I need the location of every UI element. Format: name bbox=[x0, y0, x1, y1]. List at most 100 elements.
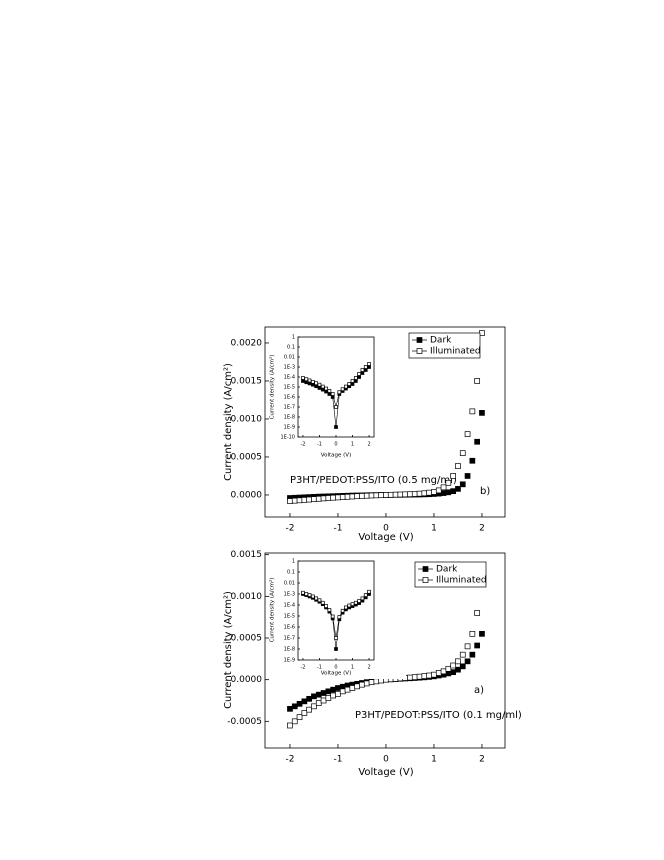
marker bbox=[339, 688, 346, 695]
marker bbox=[315, 495, 322, 502]
marker bbox=[450, 488, 457, 495]
x-tick-label: -1 bbox=[317, 665, 322, 671]
marker bbox=[335, 690, 341, 697]
marker bbox=[301, 379, 305, 383]
y-tick-label: 0.0000 bbox=[231, 675, 263, 685]
marker bbox=[314, 596, 319, 601]
marker bbox=[304, 377, 309, 382]
marker bbox=[387, 491, 394, 498]
plot-frame bbox=[264, 552, 506, 749]
marker bbox=[363, 368, 368, 372]
x-tick-label: 2 bbox=[479, 755, 485, 765]
marker bbox=[368, 492, 375, 499]
marker bbox=[327, 608, 332, 612]
marker bbox=[291, 497, 298, 504]
marker bbox=[350, 382, 355, 386]
marker bbox=[416, 337, 423, 343]
marker bbox=[311, 693, 317, 700]
x-tick-label: 0 bbox=[334, 442, 337, 448]
marker bbox=[320, 600, 325, 605]
y-tick-label: 1E-8 bbox=[284, 647, 295, 653]
x-tick-label: 0 bbox=[383, 755, 389, 765]
inset-background bbox=[281, 555, 406, 679]
marker bbox=[307, 381, 312, 386]
inset-background bbox=[279, 331, 404, 462]
y-tick-label: 1E-4 bbox=[284, 603, 295, 609]
x-tick-label: -2 bbox=[300, 665, 305, 671]
marker bbox=[334, 636, 338, 640]
marker bbox=[315, 691, 322, 698]
marker bbox=[330, 686, 337, 693]
y-tick-label: 0.0015 bbox=[231, 376, 263, 386]
marker bbox=[469, 408, 476, 415]
marker bbox=[357, 372, 361, 376]
y-tick-label: 1E-3 bbox=[284, 365, 295, 371]
marker bbox=[320, 387, 325, 392]
marker bbox=[360, 371, 365, 375]
marker bbox=[306, 695, 313, 702]
y-tick-label: 1 bbox=[292, 559, 295, 565]
marker bbox=[464, 431, 471, 438]
marker bbox=[354, 493, 361, 500]
marker bbox=[315, 700, 322, 706]
x-axis-label: Voltage (V) bbox=[321, 453, 351, 459]
marker bbox=[402, 491, 409, 498]
marker bbox=[291, 718, 298, 725]
marker bbox=[459, 450, 466, 457]
marker bbox=[422, 566, 429, 572]
marker bbox=[349, 493, 356, 500]
marker bbox=[320, 384, 325, 389]
marker bbox=[301, 698, 308, 705]
marker bbox=[445, 479, 452, 486]
marker bbox=[306, 706, 313, 713]
marker bbox=[397, 491, 404, 498]
marker bbox=[363, 593, 368, 597]
marker bbox=[287, 705, 293, 712]
marker bbox=[325, 695, 332, 701]
y-tick-label: 1E-6 bbox=[284, 625, 295, 631]
x-tick-label: -2 bbox=[285, 524, 294, 534]
marker bbox=[459, 481, 466, 488]
marker bbox=[450, 669, 457, 676]
marker bbox=[469, 630, 476, 637]
marker bbox=[307, 378, 312, 383]
y-tick-label: 1 bbox=[292, 335, 295, 341]
marker bbox=[311, 703, 317, 710]
annotation: b) bbox=[480, 486, 490, 497]
y-tick-label: 1E-7 bbox=[284, 405, 295, 411]
marker bbox=[431, 671, 437, 678]
x-tick-label: 0 bbox=[334, 665, 337, 671]
marker bbox=[392, 491, 399, 498]
x-tick-label: 1 bbox=[431, 755, 437, 765]
legend-label: Dark bbox=[430, 336, 452, 346]
marker bbox=[344, 686, 351, 693]
marker bbox=[421, 490, 428, 497]
marker bbox=[301, 710, 308, 716]
x-tick-label: 2 bbox=[367, 442, 370, 448]
marker bbox=[296, 497, 303, 504]
y-tick-label: 1E-7 bbox=[284, 636, 295, 642]
annotation: P3HT/PEDOT:PSS/ITO (0.1 mg/ml) bbox=[355, 710, 522, 721]
marker bbox=[474, 378, 481, 384]
marker bbox=[431, 489, 437, 495]
marker bbox=[416, 348, 423, 354]
y-tick-label: 0.0005 bbox=[231, 634, 263, 644]
marker bbox=[317, 382, 322, 387]
marker bbox=[367, 589, 371, 594]
x-tick-label: 1 bbox=[351, 442, 354, 448]
marker bbox=[455, 658, 461, 665]
marker bbox=[479, 410, 485, 416]
marker bbox=[354, 683, 361, 690]
marker bbox=[373, 678, 380, 685]
marker bbox=[469, 457, 476, 464]
x-tick-label: 2 bbox=[479, 524, 485, 534]
y-tick-label: 0.0010 bbox=[231, 592, 263, 602]
y-tick-label: 1E-4 bbox=[284, 375, 295, 381]
marker bbox=[304, 592, 309, 596]
marker bbox=[359, 681, 365, 688]
marker bbox=[327, 392, 332, 396]
marker bbox=[459, 663, 466, 670]
marker bbox=[474, 642, 481, 649]
y-tick-label: 0.1 bbox=[287, 570, 295, 576]
marker bbox=[311, 594, 315, 599]
